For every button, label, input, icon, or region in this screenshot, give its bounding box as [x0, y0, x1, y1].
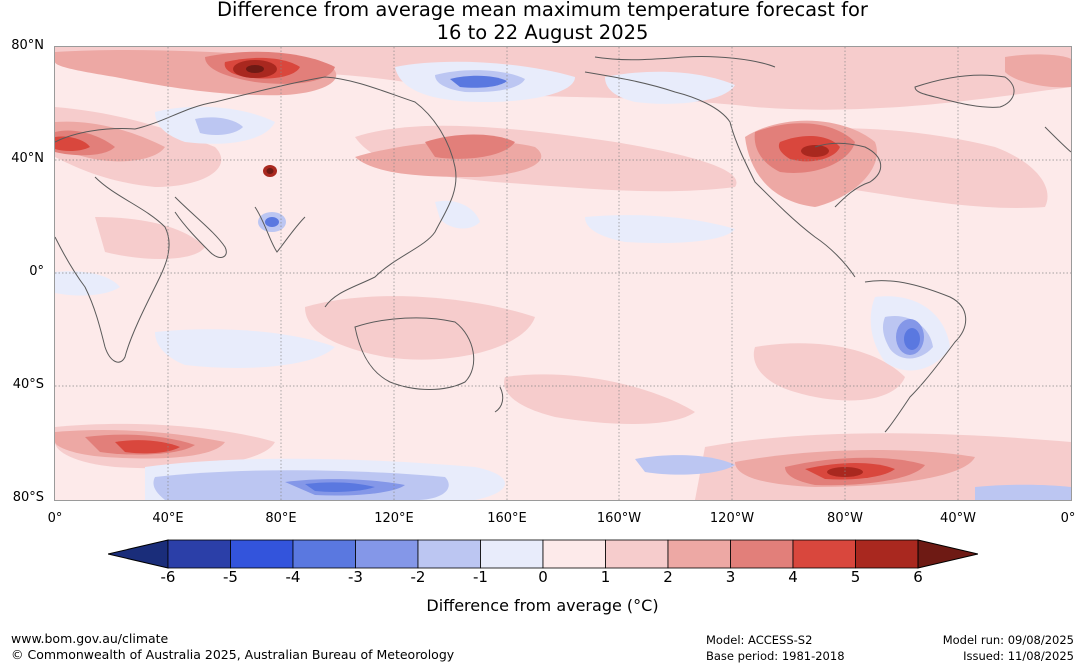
- colorbar: [108, 539, 978, 569]
- lon-label-160e: 160°E: [487, 511, 527, 526]
- title-line-2: 16 to 22 August 2025: [436, 21, 649, 44]
- colorbar-segment: [417, 539, 481, 569]
- footer-base-period: Base period: 1981-2018: [706, 649, 845, 663]
- lon-label-80w: 80°W: [827, 511, 863, 526]
- colorbar-tick-label: -5: [223, 568, 238, 586]
- colorbar-tick-label: 0: [538, 568, 548, 586]
- lon-label-160w: 160°W: [596, 511, 642, 526]
- lat-label-80n: 80°N: [11, 38, 44, 53]
- colorbar-label: Difference from average (°C): [426, 596, 659, 615]
- colorbar-segment: [230, 539, 294, 569]
- colorbar-tick-label: -3: [348, 568, 363, 586]
- colorbar-tick-label: 2: [663, 568, 673, 586]
- lon-label-40w: 40°W: [940, 511, 976, 526]
- lon-label-0-west: 0°: [47, 511, 63, 526]
- colorbar-segment: [605, 539, 669, 569]
- colorbar-segment: [292, 539, 356, 569]
- colorbar-under-arrow: [108, 539, 169, 569]
- lon-label-0-east: 0°: [1060, 511, 1076, 526]
- colorbar-segment: [167, 539, 231, 569]
- colorbar-tick-label: 3: [725, 568, 736, 586]
- title-line-1: Difference from average mean maximum tem…: [217, 0, 868, 21]
- colorbar-segment: [667, 539, 731, 569]
- map-title: Difference from average mean maximum tem…: [0, 0, 1085, 44]
- lat-label-0: 0°: [29, 264, 44, 279]
- lon-label-120w: 120°W: [709, 511, 755, 526]
- lon-label-120e: 120°E: [374, 511, 414, 526]
- lat-label-40s: 40°S: [12, 377, 44, 392]
- colorbar-tick-label: 5: [850, 568, 861, 586]
- colorbar-over-arrow: [917, 539, 978, 569]
- colorbar-tick-label: -2: [410, 568, 426, 586]
- colorbar-tick-label: 6: [913, 568, 923, 586]
- colorbar-tick-label: 1: [600, 568, 611, 586]
- lon-label-80e: 80°E: [265, 511, 297, 526]
- map-canvas: [55, 47, 1071, 500]
- coastlines: [55, 56, 1071, 433]
- colorbar-tick-label: 4: [788, 568, 798, 586]
- lat-label-80s: 80°S: [12, 490, 44, 505]
- colorbar-tick-label: -6: [160, 568, 176, 586]
- colorbar-segment: [480, 539, 544, 569]
- footer-website: www.bom.gov.au/climate: [11, 631, 169, 646]
- lat-label-40n: 40°N: [11, 151, 44, 166]
- colorbar-tick-label: -4: [285, 568, 301, 586]
- colorbar-segment: [542, 539, 606, 569]
- footer-model-run: Model run: 09/08/2025: [942, 633, 1074, 647]
- colorbar-segment: [855, 539, 919, 569]
- warm-anomaly-regions: [55, 47, 1071, 500]
- cool-anomaly-regions: [55, 61, 1071, 500]
- footer-issued: Issued: 11/08/2025: [963, 649, 1074, 663]
- colorbar-segment: [355, 539, 419, 569]
- footer-model: Model: ACCESS-S2: [706, 633, 813, 647]
- footer-copyright: © Commonwealth of Australia 2025, Austra…: [11, 647, 455, 662]
- colorbar-segment: [730, 539, 794, 569]
- temperature-anomaly-map: [54, 46, 1072, 501]
- lon-label-40e: 40°E: [152, 511, 184, 526]
- colorbar-segment: [792, 539, 856, 569]
- colorbar-tick-label: -1: [473, 568, 488, 586]
- graticule: [55, 47, 1071, 500]
